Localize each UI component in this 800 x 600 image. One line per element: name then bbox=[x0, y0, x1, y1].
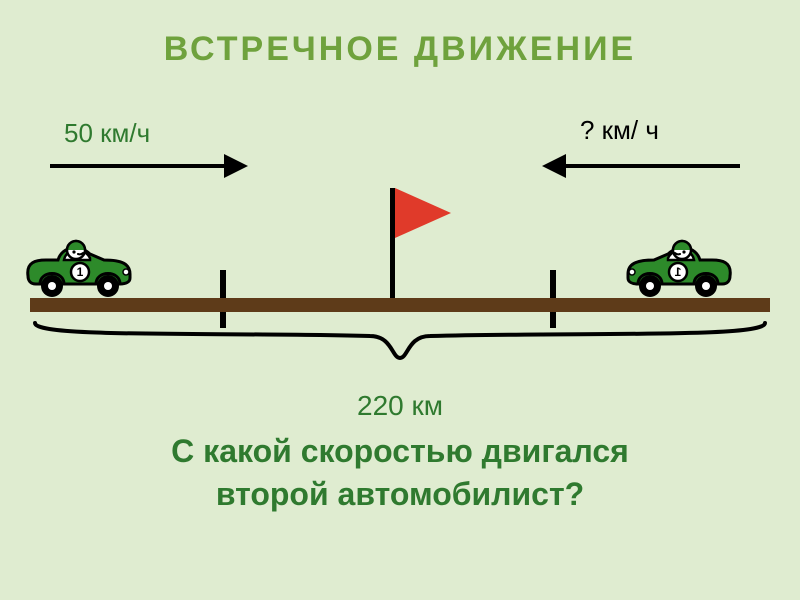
left-speed-label: 50 км/ч bbox=[64, 118, 150, 149]
question-text: С какой скоростью двигался второй автомо… bbox=[0, 430, 800, 516]
arrow-left-icon bbox=[560, 164, 740, 168]
flag-icon bbox=[395, 188, 451, 238]
question-line2: второй автомобилист? bbox=[216, 476, 584, 512]
question-line1: С какой скоростью двигался bbox=[171, 433, 629, 469]
svg-text:1: 1 bbox=[77, 265, 84, 279]
right-speed-label: ? км/ ч bbox=[580, 115, 659, 146]
curly-brace bbox=[30, 318, 770, 362]
arrow-right-icon bbox=[50, 164, 230, 168]
car-right: 1 bbox=[620, 220, 740, 300]
road-line bbox=[30, 298, 770, 312]
distance-label: 220 км bbox=[0, 390, 800, 422]
svg-text:1: 1 bbox=[674, 265, 681, 279]
car-left: 1 bbox=[18, 220, 138, 300]
page-title: ВСТРЕЧНОЕ ДВИЖЕНИЕ bbox=[0, 30, 800, 69]
